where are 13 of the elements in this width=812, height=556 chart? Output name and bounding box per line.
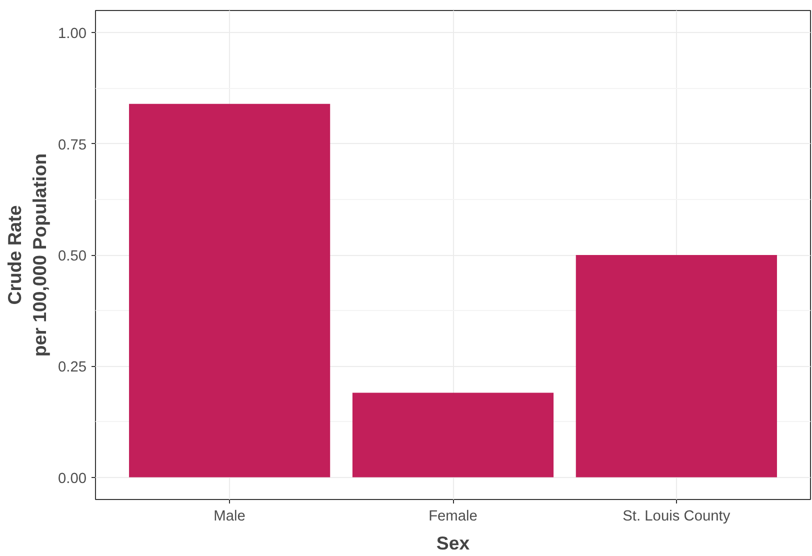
y-axis-title: Crude Rate per 100,000 Population <box>4 153 50 357</box>
y-tick-label: 0.75 <box>58 137 87 154</box>
y-tick-label: 0.50 <box>58 248 87 264</box>
y-tick-label: 0.25 <box>58 360 87 376</box>
x-tick-label: St. Louis County <box>622 508 731 524</box>
bar <box>576 255 777 478</box>
x-tick-label: Male <box>214 508 246 524</box>
y-tick-label: 1.00 <box>58 26 87 42</box>
bar <box>352 392 554 478</box>
bar <box>129 104 330 478</box>
y-tick-label: 0.00 <box>58 470 87 487</box>
x-tick-label: Female <box>428 508 478 524</box>
x-axis-title: Sex <box>436 532 470 554</box>
